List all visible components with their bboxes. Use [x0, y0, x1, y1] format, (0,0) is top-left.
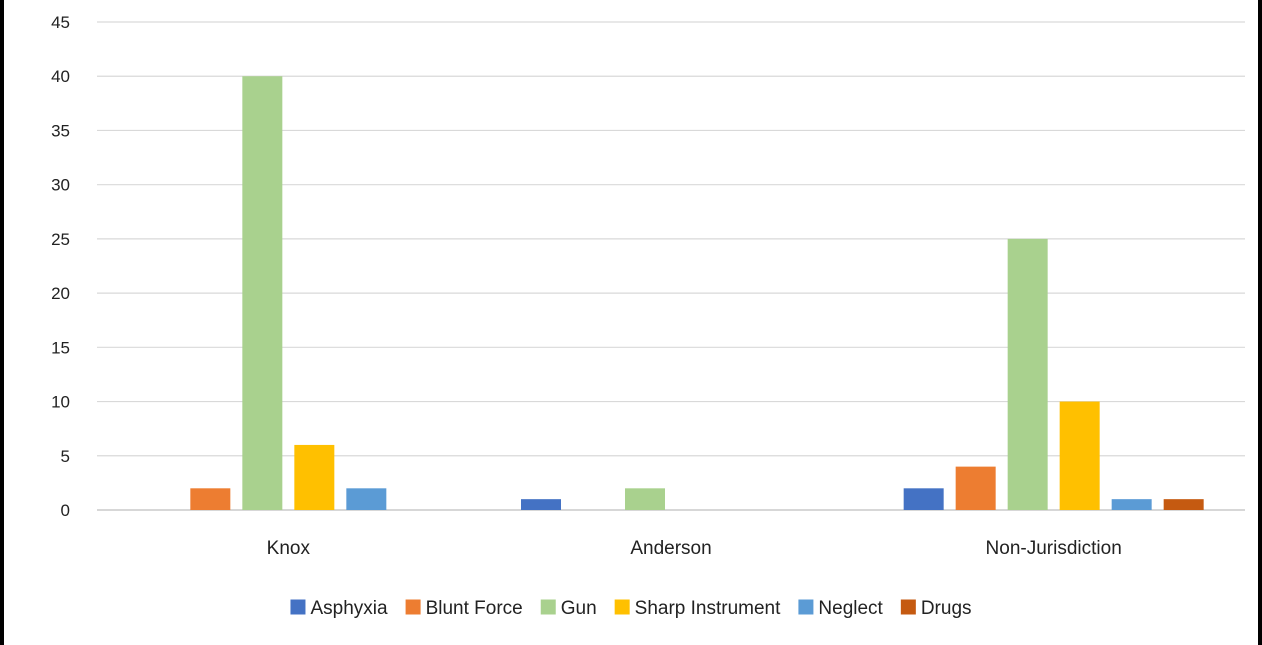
bar-asphyxia-non-jurisdiction: [903, 488, 944, 510]
bar-gun-knox: [242, 76, 283, 510]
y-tick-label: 0: [61, 501, 70, 520]
bar-neglect-non-jurisdiction: [1111, 499, 1152, 510]
legend-label-asphyxia: Asphyxia: [310, 598, 388, 619]
bars: [190, 76, 1204, 510]
legend-swatch-asphyxia: [290, 599, 306, 615]
legend-label-gun: Gun: [561, 598, 597, 619]
frame-right-border: [1258, 0, 1262, 645]
bar-blunt-force-non-jurisdiction: [955, 466, 996, 510]
x-category-label: Anderson: [630, 538, 711, 559]
bar-sharp-instrument-knox: [294, 444, 335, 510]
frame-left-border: [0, 0, 4, 645]
legend-label-drugs: Drugs: [921, 598, 972, 619]
bar-asphyxia-anderson: [521, 499, 561, 510]
bar-drugs-non-jurisdiction: [1163, 499, 1204, 510]
bar-sharp-instrument-non-jurisdiction: [1059, 401, 1100, 510]
y-tick-label: 5: [61, 447, 70, 466]
bar-blunt-force-knox: [190, 488, 231, 510]
y-tick-label: 15: [51, 338, 70, 357]
legend-swatch-blunt-force: [405, 599, 421, 615]
y-tick-label: 25: [51, 230, 70, 249]
x-axis-categories: Knox Anderson Non-Jurisdiction: [267, 538, 1122, 559]
legend-swatch-gun: [540, 599, 556, 615]
bar-gun-non-jurisdiction: [1007, 238, 1048, 510]
legend-swatch-drugs: [900, 599, 916, 615]
legend-label-blunt-force: Blunt Force: [426, 598, 523, 619]
y-tick-label: 45: [51, 13, 70, 32]
y-tick-label: 20: [51, 284, 70, 303]
y-axis-ticks: 0 5 10 15 20 25 30 35 40 45: [51, 13, 70, 520]
legend-swatch-sharp-instrument: [614, 599, 630, 615]
bar-neglect-knox: [346, 488, 387, 510]
y-tick-label: 10: [51, 393, 70, 412]
legend-label-sharp-instrument: Sharp Instrument: [635, 598, 781, 619]
x-category-label: Non-Jurisdiction: [986, 538, 1122, 559]
x-category-label: Knox: [267, 538, 311, 559]
legend-swatch-neglect: [798, 599, 814, 615]
legend: Asphyxia Blunt Force Gun Sharp Instrument Ne…: [290, 598, 972, 619]
y-tick-label: 40: [51, 67, 70, 86]
y-tick-label: 35: [51, 121, 70, 140]
bar-gun-anderson: [625, 488, 665, 510]
y-tick-label: 30: [51, 176, 70, 195]
legend-label-neglect: Neglect: [818, 598, 883, 619]
gridlines: [97, 21, 1245, 511]
